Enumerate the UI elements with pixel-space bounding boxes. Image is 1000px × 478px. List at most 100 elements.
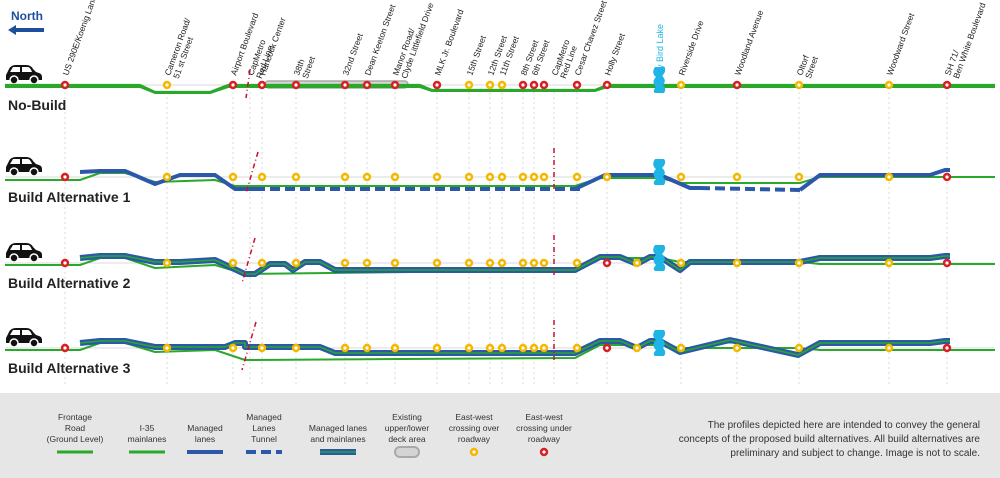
marker-center: [294, 261, 298, 265]
profile-row: Build Alternative 3: [5, 320, 995, 376]
north-indicator: North: [8, 9, 44, 35]
marker-center: [605, 83, 609, 87]
marker-center: [635, 346, 639, 350]
marker-center: [488, 346, 492, 350]
marker-center: [945, 83, 949, 87]
combined-lanes-core: [79, 339, 950, 356]
marker-center: [435, 83, 439, 87]
marker-center: [260, 175, 264, 179]
marker-center: [393, 346, 397, 350]
marker-center: [521, 346, 525, 350]
marker-center: [294, 175, 298, 179]
marker-center: [365, 175, 369, 179]
managed-lanes-line: [798, 168, 950, 192]
marker-center: [605, 261, 609, 265]
lake-crossing: [653, 67, 666, 93]
street-label: Cesar Chavez Street: [572, 0, 609, 77]
legend-panel: [0, 393, 1000, 478]
legend-symbol: [394, 446, 420, 458]
profile-row: No-Build: [5, 65, 995, 113]
legend-item-mainlanes: I-35 mainlanes: [128, 423, 167, 454]
marker-center: [467, 175, 471, 179]
marker-center: [165, 261, 169, 265]
marker-center: [472, 450, 476, 454]
marker-center: [467, 261, 471, 265]
marker-center: [365, 83, 369, 87]
legend: Frontage Road (Ground Level) I-35 mainlanes M…: [47, 412, 572, 458]
marker-center: [797, 175, 801, 179]
marker-center: [735, 261, 739, 265]
marker-center: [500, 261, 504, 265]
legend-label: Managed lanes and mainlanes: [309, 423, 367, 444]
marker-center: [165, 83, 169, 87]
marker-center: [735, 346, 739, 350]
lake-label: Lady Bird Lake: [655, 24, 665, 84]
marker-center: [231, 346, 235, 350]
marker-center: [63, 261, 67, 265]
street-label: Holly Street: [602, 31, 627, 76]
marker-center: [605, 175, 609, 179]
legend-item-deck: Existing upper/lower deck area: [385, 412, 429, 458]
rail-line-marker: [241, 321, 257, 371]
street-labels: US 290E/Koenig Lane Cameron Road/51 st St…: [60, 0, 987, 80]
legend-label: Managed lanes: [187, 423, 223, 444]
legend-label: I-35 mainlanes: [128, 423, 167, 444]
marker-center: [532, 83, 536, 87]
marker-center: [294, 346, 298, 350]
street-label: Riverside Drive: [676, 19, 705, 77]
marker-center: [63, 175, 67, 179]
marker-center: [575, 261, 579, 265]
street-label: 15th Street: [464, 34, 488, 77]
marker-center: [343, 83, 347, 87]
marker-center: [365, 261, 369, 265]
street-label: SH 71/Ben White Boulevard: [942, 0, 987, 80]
marker-center: [165, 175, 169, 179]
marker-center: [260, 346, 264, 350]
marker-center: [63, 346, 67, 350]
legend-item-frontage: Frontage Road (Ground Level): [47, 412, 104, 454]
street-label: 38thStreet: [291, 51, 317, 79]
marker-center: [575, 346, 579, 350]
marker-center: [887, 346, 891, 350]
mainlanes-line: [5, 83, 995, 94]
marker-center: [467, 83, 471, 87]
marker-center: [542, 83, 546, 87]
alternative-profiles: No-Build Build Alternative 1 Build Alterna…: [5, 65, 995, 376]
rail-line-marker: [245, 69, 251, 99]
combined-lanes-core: [79, 255, 950, 275]
street-label: US 290E/Koenig Lane: [60, 0, 98, 77]
legend-label: East-west crossing under roadway: [516, 412, 572, 444]
marker-center: [797, 346, 801, 350]
street-label: OltorfStreet: [794, 51, 820, 79]
marker-center: [231, 261, 235, 265]
street-label: Woodland Avenue: [732, 8, 765, 76]
marker-center: [435, 175, 439, 179]
marker-center: [542, 261, 546, 265]
marker-center: [735, 83, 739, 87]
marker-center: [500, 83, 504, 87]
marker-center: [679, 346, 683, 350]
marker-center: [542, 450, 546, 454]
legend-label: East-west crossing over roadway: [449, 412, 500, 444]
marker-center: [343, 261, 347, 265]
marker-center: [797, 261, 801, 265]
north-label: North: [11, 9, 43, 23]
marker-center: [488, 83, 492, 87]
street-label: Cameron Road/51 st Street: [162, 16, 201, 79]
north-arrow-icon: [8, 25, 44, 35]
marker-center: [575, 175, 579, 179]
marker-center: [521, 261, 525, 265]
street-label: 32nd Street: [340, 31, 365, 76]
marker-center: [887, 83, 891, 87]
marker-center: [521, 175, 525, 179]
marker-center: [231, 175, 235, 179]
street-label: Manor Road/Clyde Littlefield Drive: [390, 0, 435, 80]
legend-item-combo: Managed lanes and mainlanes: [309, 423, 367, 455]
lake-crossing: [653, 245, 666, 271]
row-label: Build Alternative 1: [8, 189, 131, 205]
row-label: No-Build: [8, 97, 66, 113]
marker-center: [887, 261, 891, 265]
legend-item-red: East-west crossing under roadway: [516, 412, 572, 457]
marker-center: [260, 261, 264, 265]
street-guide-lines: [64, 92, 948, 385]
